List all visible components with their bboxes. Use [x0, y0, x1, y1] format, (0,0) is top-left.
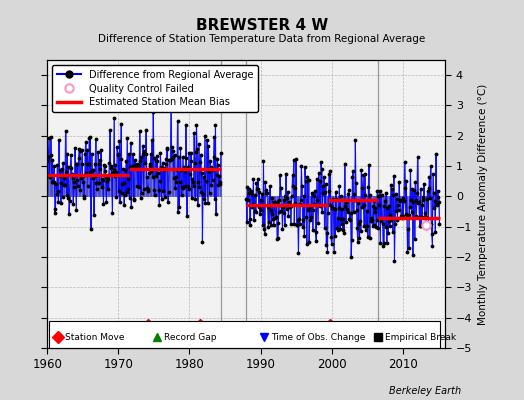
Text: Difference of Station Temperature Data from Regional Average: Difference of Station Temperature Data f… — [99, 34, 425, 44]
Text: BREWSTER 4 W: BREWSTER 4 W — [196, 18, 328, 33]
Legend: Difference from Regional Average, Quality Control Failed, Estimated Station Mean: Difference from Regional Average, Qualit… — [52, 65, 258, 112]
FancyBboxPatch shape — [49, 321, 440, 348]
Text: Empirical Break: Empirical Break — [385, 333, 456, 342]
Text: Berkeley Earth: Berkeley Earth — [389, 386, 461, 396]
Text: Station Move: Station Move — [65, 333, 124, 342]
Text: Record Gap: Record Gap — [165, 333, 217, 342]
Text: Time of Obs. Change: Time of Obs. Change — [271, 333, 366, 342]
Y-axis label: Monthly Temperature Anomaly Difference (°C): Monthly Temperature Anomaly Difference (… — [478, 83, 488, 325]
